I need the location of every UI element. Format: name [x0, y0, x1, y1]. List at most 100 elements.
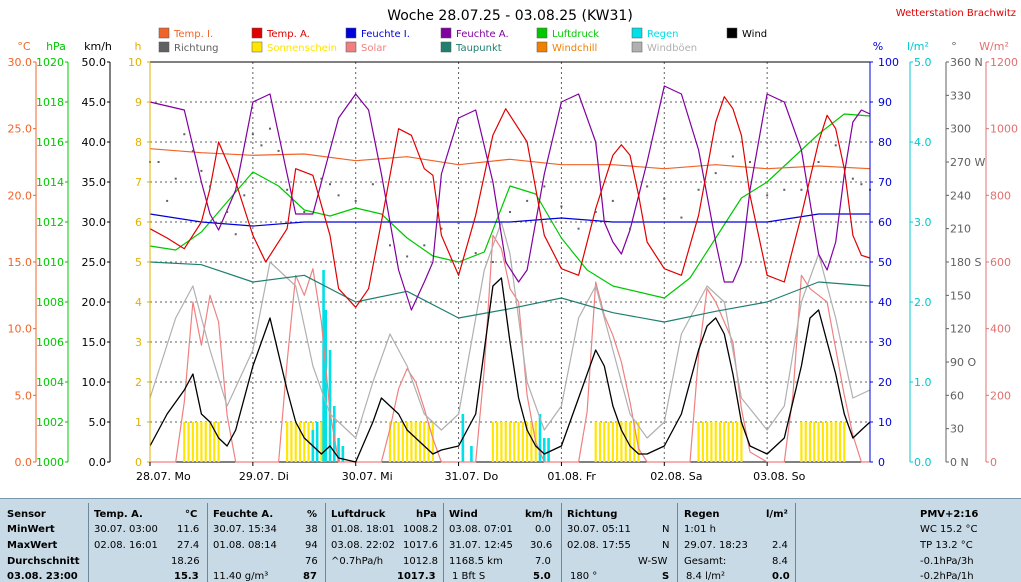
sunshine-bar [187, 422, 190, 462]
luftdruck-header: Luftdruck [331, 509, 386, 520]
row-label-max: MaxWert [7, 540, 58, 551]
axis-tick-label: 1010 [36, 256, 64, 269]
axis-tick-label: 5 [135, 256, 142, 269]
axis-tick-label: 60 [950, 389, 964, 402]
richtung-max-time: 02.08. 17:55 [567, 540, 631, 551]
feuchte-min: 38 [305, 524, 318, 535]
legend-swatch [158, 27, 170, 39]
axis-tick-label: 150 [950, 289, 971, 302]
axis-tick-label: 330 [950, 89, 971, 102]
axis-tick-label: 20.0 [8, 189, 33, 202]
sunshine-bar [401, 422, 404, 462]
sunshine-bar [191, 422, 194, 462]
regen-current-extra: 8.4 l/m² [686, 571, 725, 582]
legend-swatch [345, 41, 357, 53]
sunshine-bar [843, 422, 846, 462]
sunshine-bar [196, 422, 199, 462]
regen-max: 2.4 [772, 540, 788, 551]
sunshine-bar [298, 422, 302, 462]
direction-point [303, 211, 306, 213]
axis-tick-label: 1200 [990, 56, 1018, 69]
direction-point [714, 172, 717, 175]
sunshine-bar [620, 422, 623, 462]
sunshine-bar [598, 422, 602, 462]
temp-min-time: 30.07. 03:00 [94, 524, 158, 535]
feuchte-current-extra: 11.40 g/m³ [213, 571, 269, 582]
wind-max: 30.6 [530, 540, 553, 551]
sunshine-bar [213, 422, 216, 462]
sunshine-bar [727, 422, 730, 462]
series-line [149, 96, 871, 308]
richtung-current: S [662, 571, 670, 582]
sunshine-bar [491, 422, 494, 462]
axis-tick-label: 1.0 [914, 376, 932, 389]
legend-label: Solar [361, 43, 387, 54]
axis-unit: ° [951, 40, 957, 53]
luftdruck-max-time: 03.08. 22:02 [331, 540, 395, 551]
direction-point [491, 261, 494, 263]
feuchte-unit: % [307, 509, 318, 520]
legend-swatch [251, 27, 263, 39]
direction-point [260, 144, 263, 147]
axis-tick-label: 1002 [36, 416, 64, 429]
axis-unit: km/h [84, 40, 112, 53]
sunshine-bar [804, 422, 807, 462]
sunshine-bar [427, 422, 430, 462]
axis-tick-label: 90 [878, 96, 892, 109]
wind-header: Wind [449, 509, 478, 520]
sunshine-bar [217, 422, 220, 462]
direction-point [354, 199, 357, 202]
direction-point [560, 205, 563, 208]
sunshine-bar [830, 422, 833, 462]
pmv-header: PMV+2:16 [920, 509, 979, 520]
x-tick-label: 28.07. Mo [136, 470, 191, 483]
axis-tick-label: 1012 [36, 216, 64, 229]
axis-tick-label: 5.0 [914, 56, 932, 69]
axis-tick-label: 0 N [950, 456, 969, 469]
sunshine-bar [521, 422, 524, 462]
row-label-min: MinWert [7, 524, 55, 535]
axis-unit: °C [17, 40, 31, 53]
legend-label: Richtung [174, 43, 219, 54]
sunshine-bar [320, 422, 323, 462]
sunshine-bar [504, 422, 507, 462]
stats-table: Sensor MinWert MaxWert Durchschnitt 03.0… [0, 498, 1021, 582]
sunshine-bar [294, 422, 297, 462]
direction-point [766, 194, 769, 197]
direction-point [783, 188, 786, 191]
pmv-line-2: TP 13.2 °C [920, 540, 973, 551]
sunshine-bar [821, 422, 824, 462]
sunshine-bar [633, 422, 636, 462]
x-tick-label: 01.08. Fr [547, 470, 596, 483]
axis-tick-label: 210 [950, 223, 971, 236]
legend-swatch [631, 27, 643, 39]
direction-point [157, 161, 160, 163]
sunshine-bar [208, 422, 212, 462]
luftdruck-avg-extra: ^0.7hPa/h [331, 556, 384, 567]
regen-avg: 8.4 [772, 556, 788, 567]
legend-swatch [536, 27, 548, 39]
rain-bar [538, 414, 542, 462]
sunshine-bar [637, 422, 640, 462]
temp-avg: 18.26 [171, 556, 200, 567]
sunshine-bar [706, 422, 709, 462]
legend-label: Feuchte A. [456, 29, 509, 40]
sunshine-bar [414, 422, 417, 462]
sunshine-bar [834, 422, 837, 462]
axis-tick-label: 10 [128, 56, 142, 69]
direction-point [269, 127, 271, 130]
direction-point [440, 227, 443, 230]
sunshine-bar [388, 422, 392, 462]
x-tick-label: 30.07. Mi [342, 470, 393, 483]
axis-tick-label: 8 [135, 136, 142, 149]
axis-unit: l/m² [907, 40, 929, 53]
legend-label: Feuchte I. [361, 29, 410, 40]
x-tick-label: 02.08. Sa [650, 470, 702, 483]
direction-point [209, 185, 211, 188]
sunshine-bar [530, 422, 533, 462]
sunshine-bar [624, 422, 627, 462]
sunshine-bar [607, 422, 610, 462]
axis-tick-label: 25.0 [8, 123, 33, 136]
rain-bar [542, 438, 546, 462]
temp-unit: °C [185, 509, 198, 520]
